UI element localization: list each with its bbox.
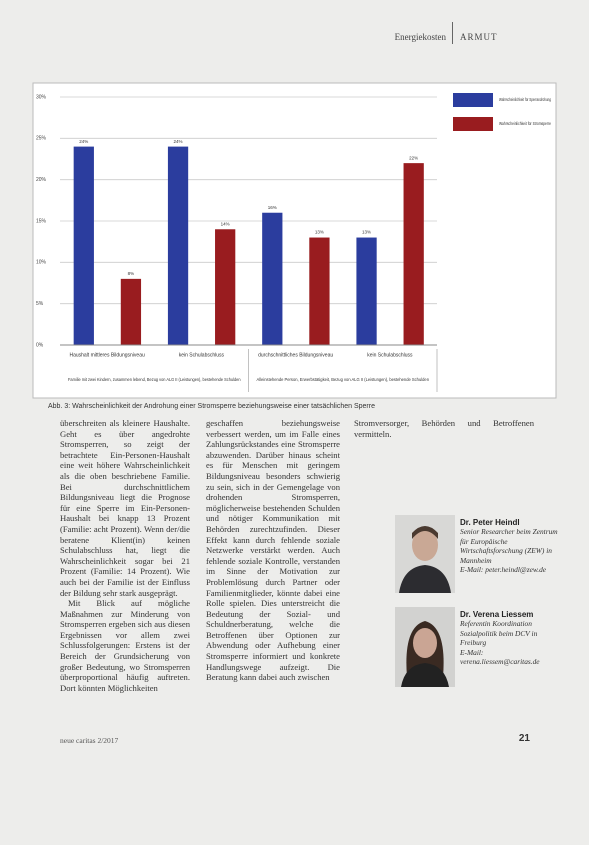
footer-issue: neue caritas 2/2017: [60, 736, 119, 745]
bar: [120, 278, 142, 345]
header-divider: [452, 22, 453, 44]
legend-swatch: [453, 93, 493, 107]
y-tick-label: 25%: [36, 136, 47, 142]
author-photo: [395, 607, 455, 687]
legend-swatch: [453, 117, 493, 131]
author-email: E-Mail: peter.heindl@zew.de: [460, 565, 547, 575]
bar: [309, 237, 330, 345]
x-tick-label: kein Schulabschluss: [179, 352, 225, 358]
author: Dr. Peter Heindl Senior Researcher beim …: [460, 518, 560, 575]
value-label: 8%: [128, 271, 135, 276]
y-tick-label: 10%: [36, 260, 47, 266]
bar: [262, 212, 283, 345]
bar: [73, 146, 94, 345]
bar: [167, 146, 189, 345]
x-tick-label: kein Schulabschluss: [367, 352, 413, 358]
y-tick-label: 30%: [36, 94, 47, 100]
value-label: 16%: [268, 205, 277, 210]
author-email: E-Mail: verena.liessem@caritas.de: [460, 647, 540, 667]
x-tick-label: durchschnittliches Bildungsniveau: [258, 352, 333, 358]
bar: [403, 163, 424, 345]
column: überschreiten als kleinere Haushalte. Ge…: [60, 418, 190, 693]
value-label: 13%: [362, 230, 371, 235]
bar: [356, 237, 377, 345]
author-name: Dr. Peter Heindl: [460, 518, 520, 527]
header-topic: ARMUT: [460, 32, 498, 42]
column: Stromversorger, Behörden und Betroffenen…: [354, 418, 534, 439]
x-tick-label: Haushalt mittleres Bildungsniveau: [69, 352, 145, 358]
group-label: Familie mit zwei Kindern, zusammen leben…: [68, 377, 241, 382]
y-tick-label: 15%: [36, 218, 47, 224]
value-label: 13%: [315, 230, 324, 235]
y-tick-label: 5%: [36, 301, 44, 307]
y-tick-label: 0%: [36, 342, 44, 348]
y-tick-label: 20%: [36, 177, 47, 183]
header-section: Energiekosten: [394, 32, 446, 42]
value-label: 24%: [174, 139, 183, 144]
paragraph: Mit Blick auf mögliche Maßnahmen zur Min…: [60, 598, 190, 693]
value-label: 14%: [221, 221, 230, 226]
paragraph: überschreiten als kleinere Haushalte. Ge…: [60, 418, 190, 598]
page-number: 21: [518, 733, 530, 744]
author: Dr. Verena Liessem Referentin Koordinati…: [460, 610, 560, 667]
legend-label: Wahrscheinlichkeit für Stromsperre: [499, 121, 551, 126]
column: geschaffen beziehungsweise verbessert we…: [206, 418, 340, 683]
caption: Abb. 3: Wahrscheinlichkeit der Androhung…: [48, 403, 375, 410]
bar: [215, 229, 236, 345]
author-role: Referentin Koordination Sozialpolitik be…: [460, 619, 538, 648]
group-label: Alleinstehende Person, Erwerbstätigkeit,…: [257, 377, 430, 382]
paragraph: geschaffen beziehungsweise verbessert we…: [206, 418, 340, 683]
author-role: Senior Researcher beim Zentrum für Europ…: [460, 527, 558, 565]
value-label: 24%: [79, 139, 88, 144]
paragraph: Stromversorger, Behörden und Betroffenen…: [354, 418, 534, 439]
author-photo: [395, 515, 455, 593]
legend-label: Wahrscheinlichkeit für Sperrandrohung: [499, 97, 551, 102]
author-name: Dr. Verena Liessem: [460, 610, 534, 619]
value-label: 22%: [409, 155, 418, 160]
chart: 0% 5% 10% 15% 20% 25% 30% Haushalt mittleres Bi…: [32, 82, 557, 399]
